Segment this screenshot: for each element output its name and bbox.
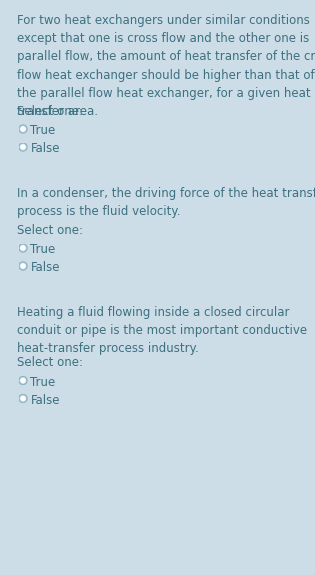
Text: True: True [31,375,56,389]
Text: For two heat exchangers under similar conditions
except that one is cross flow a: For two heat exchangers under similar co… [17,14,315,118]
Circle shape [20,378,26,383]
Circle shape [20,263,26,269]
Circle shape [20,246,26,251]
Text: True: True [31,243,56,256]
Text: Select one:: Select one: [17,224,83,237]
Circle shape [20,396,26,401]
Text: Select one:: Select one: [17,356,83,370]
Text: Heating a fluid flowing inside a closed circular
conduit or pipe is the most imp: Heating a fluid flowing inside a closed … [17,306,307,355]
Text: True: True [31,124,56,137]
Text: Select one:: Select one: [17,105,83,118]
Text: False: False [31,142,60,155]
Text: False: False [31,261,60,274]
Text: False: False [31,393,60,407]
Circle shape [20,126,26,132]
Circle shape [20,144,26,150]
Text: In a condenser, the driving force of the heat transfer
process is the fluid velo: In a condenser, the driving force of the… [17,187,315,218]
